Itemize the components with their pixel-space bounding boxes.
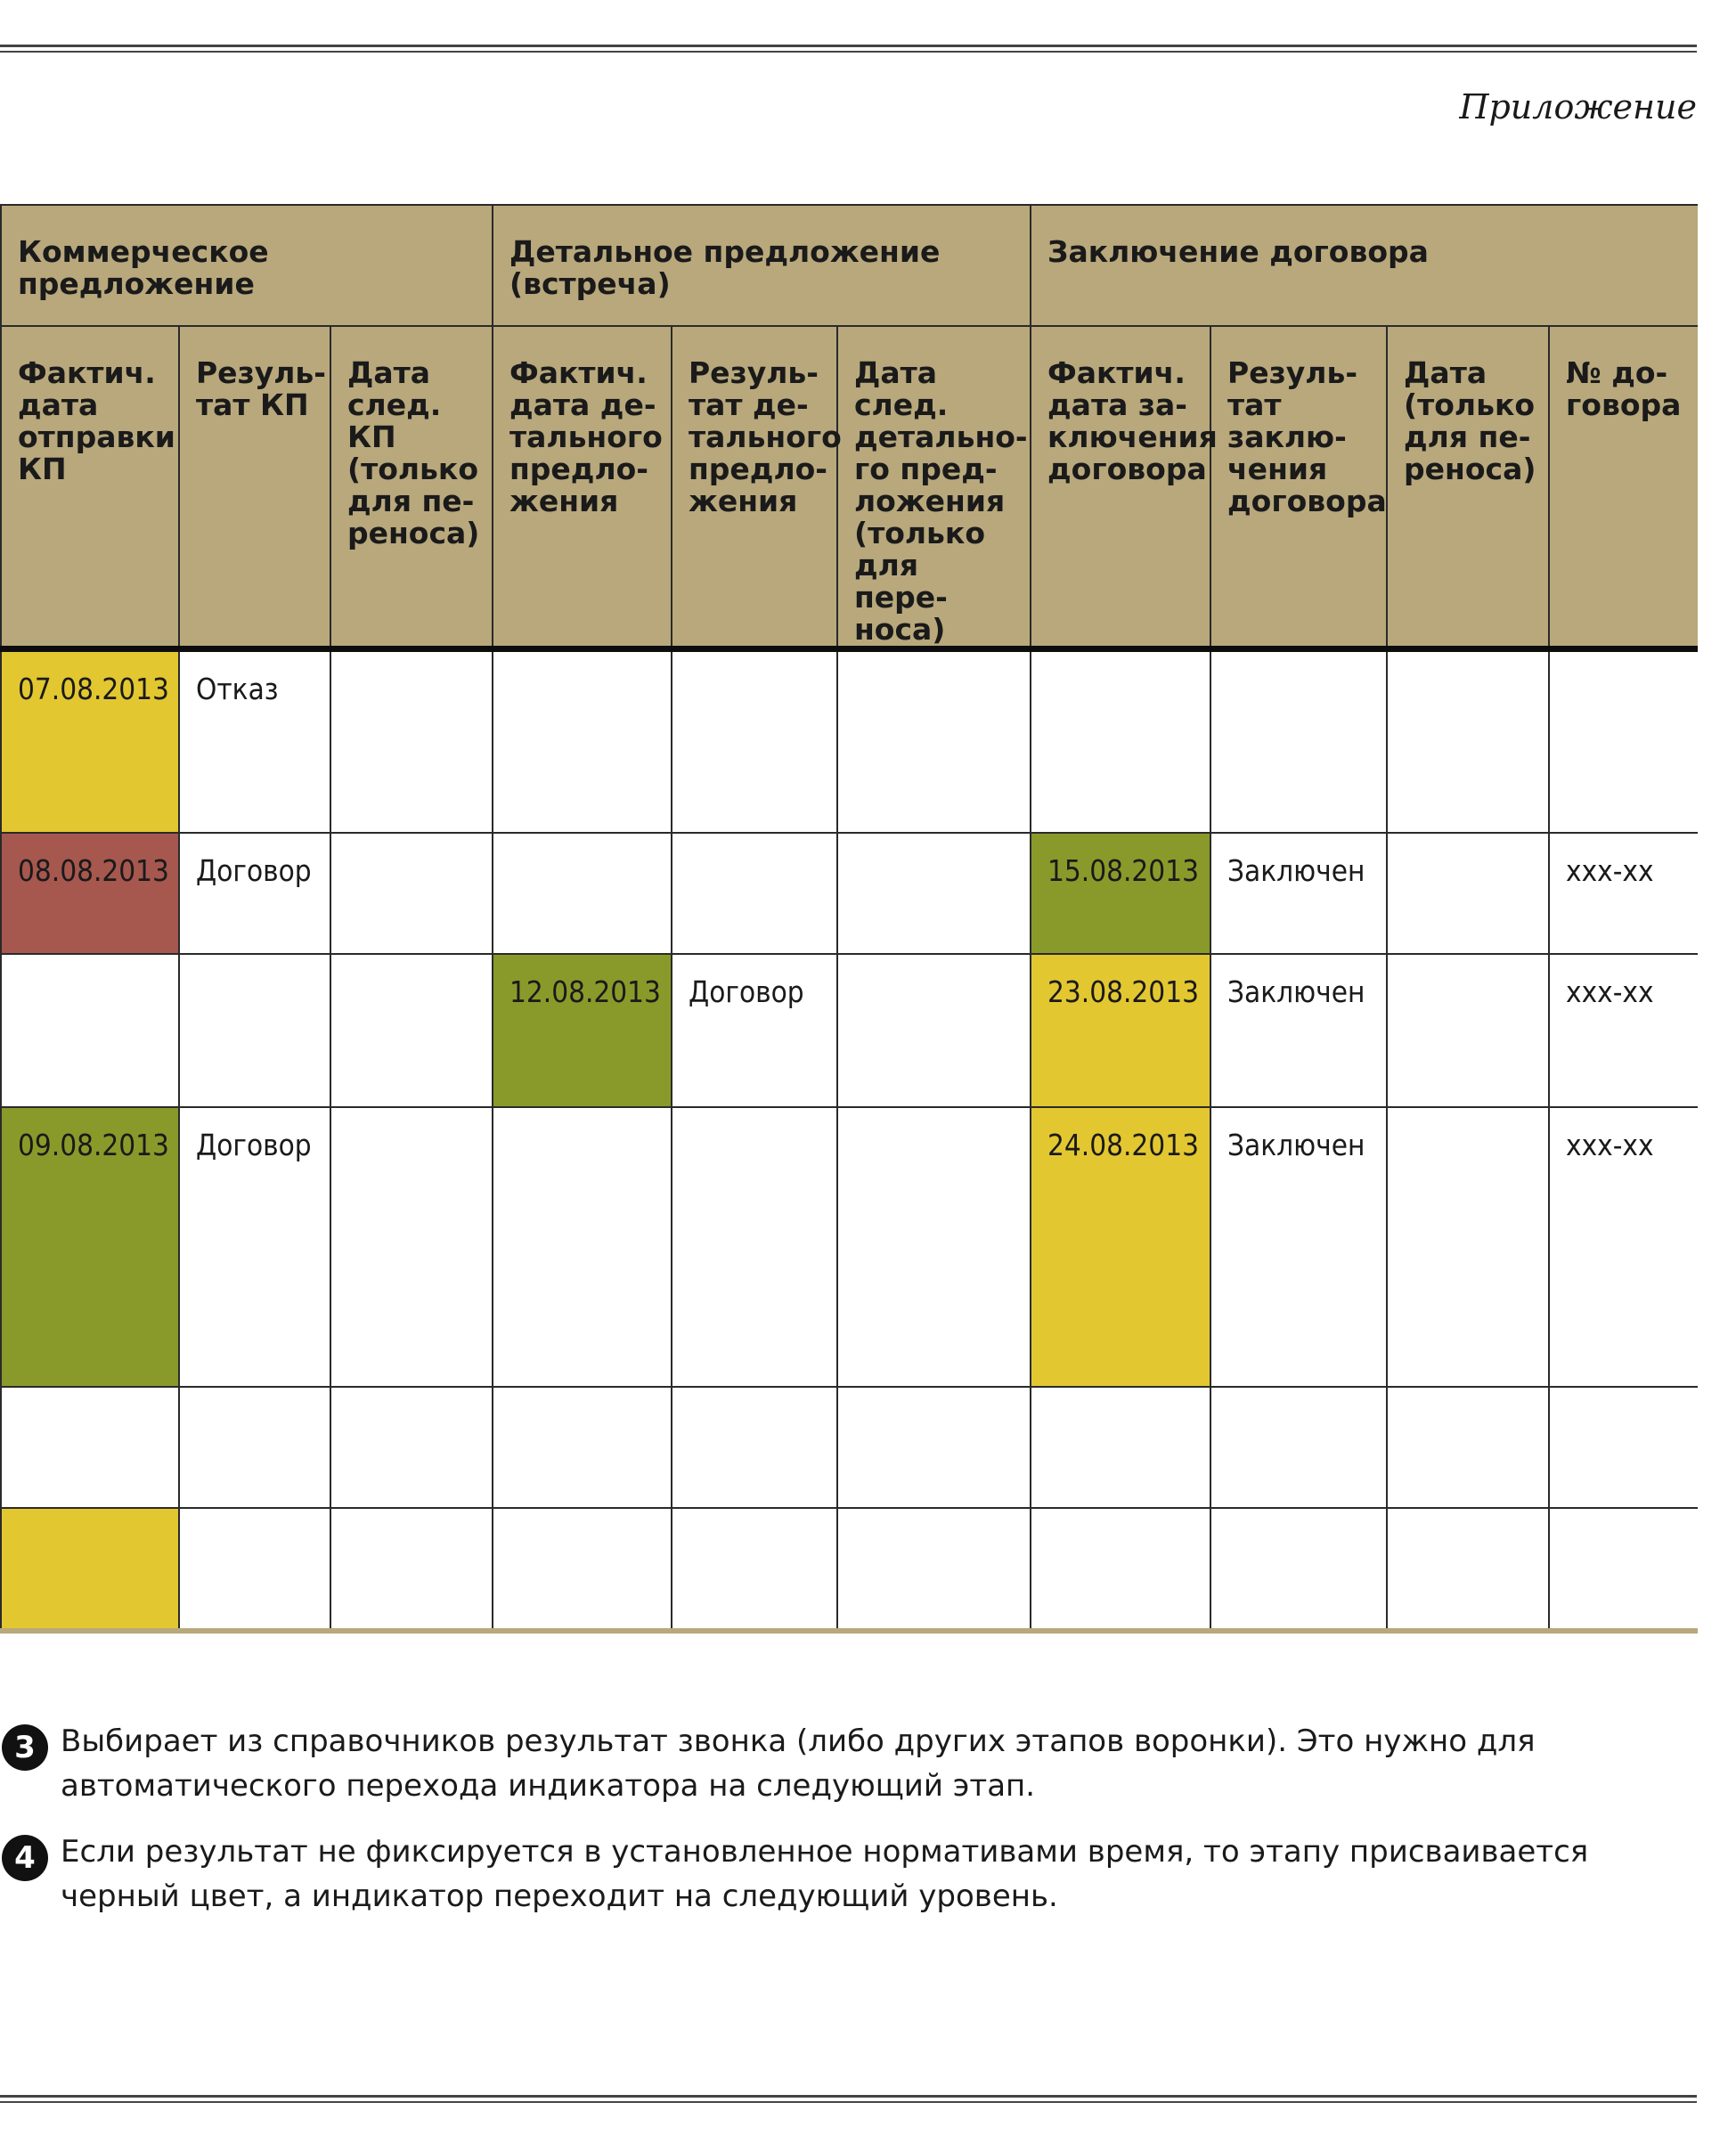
table-cell: Договор xyxy=(671,952,838,1108)
note-number-badge: 3 xyxy=(2,1724,48,1771)
table-cell: Заключен xyxy=(1210,1105,1389,1388)
table-row xyxy=(0,1506,1699,1634)
table-cell xyxy=(330,831,493,955)
column-header-row: Фактич. дата отправки КП Резуль-тат КП Д… xyxy=(0,325,1699,652)
table-cell: 24.08.2013 xyxy=(1030,1105,1212,1388)
table-cell xyxy=(1386,648,1551,834)
column-header: Дата след. детально-го пред-ложения (тол… xyxy=(835,325,1032,652)
group-header-commercial: Коммерческое предложение xyxy=(0,204,493,327)
table-cell xyxy=(1210,648,1389,834)
column-header: Фактич. дата отправки КП xyxy=(0,325,180,652)
table-cell: 09.08.2013 xyxy=(0,1105,180,1388)
table-cell xyxy=(671,1385,838,1509)
top-rule xyxy=(0,45,1697,53)
column-header: Фактич. дата де-тального предло-жения xyxy=(492,325,672,652)
table-cell xyxy=(330,952,493,1108)
table-cell xyxy=(671,1105,838,1388)
table-cell xyxy=(178,952,331,1108)
table-cell xyxy=(492,831,672,955)
table-cell xyxy=(330,648,493,834)
table-cell: ххх-хх xyxy=(1548,831,1699,955)
group-header-detailed: Детальное предложение (встреча) xyxy=(491,204,1032,327)
table-cell xyxy=(330,1385,493,1509)
table-cell xyxy=(1030,1506,1212,1634)
table-cell xyxy=(835,1105,1032,1388)
table-row: 12.08.2013 Договор 23.08.2013 Заключен ххх-х… xyxy=(0,952,1699,1108)
table-cell xyxy=(1548,1385,1699,1509)
table-cell xyxy=(0,952,180,1108)
table-cell xyxy=(1386,1105,1551,1388)
table-cell: 07.08.2013 xyxy=(0,648,180,834)
note-number-badge: 4 xyxy=(2,1835,48,1881)
table-cell xyxy=(0,1506,180,1634)
column-header: Резуль-тат заклю-чения договора xyxy=(1210,325,1389,652)
bottom-rule xyxy=(0,2095,1697,2103)
table-cell xyxy=(492,1385,672,1509)
table-cell xyxy=(1548,648,1699,834)
table-row: 08.08.2013 Договор 15.08.2013 Заключен ххх-х… xyxy=(0,831,1699,955)
table-cell: ххх-хх xyxy=(1548,1105,1699,1388)
table-cell: Заключен xyxy=(1210,831,1389,955)
table-cell xyxy=(671,648,838,834)
column-header: № до-говора xyxy=(1548,325,1699,652)
column-header: Резуль-тат де-тального предло-жения xyxy=(671,325,842,652)
note-text: Выбирает из справочников результат звонк… xyxy=(61,1723,1536,1804)
table-cell xyxy=(1386,1385,1551,1509)
table-cell: 15.08.2013 xyxy=(1030,831,1212,955)
table-cell xyxy=(178,1506,331,1634)
table-cell: 12.08.2013 xyxy=(492,952,672,1108)
table-cell xyxy=(492,1506,672,1634)
table-cell xyxy=(1386,1506,1551,1634)
table-cell xyxy=(1210,1506,1389,1634)
column-header: Дата след. КП (только для пе-реноса) xyxy=(330,325,493,652)
table-cell xyxy=(835,648,1032,834)
group-header-contract: Заключение договора xyxy=(1030,204,1699,327)
table-cell xyxy=(492,648,672,834)
table-cell: Заключен xyxy=(1210,952,1389,1108)
table-cell xyxy=(1548,1506,1699,1634)
table-row: 07.08.2013 Отказ xyxy=(0,648,1699,834)
table-body: 07.08.2013 Отказ 08.08.2013 Договор 15.08.20… xyxy=(0,648,1699,1634)
section-title: Приложение xyxy=(1459,87,1697,126)
table-cell xyxy=(835,1506,1032,1634)
table-cell: 08.08.2013 xyxy=(0,831,180,955)
table-cell: Отказ xyxy=(178,648,331,834)
table-cell xyxy=(671,1506,838,1634)
table-cell xyxy=(1030,648,1212,834)
table-cell: Договор xyxy=(178,1105,331,1388)
column-header: Дата (только для пе-реноса) xyxy=(1386,325,1551,652)
table-cell xyxy=(1210,1385,1389,1509)
table-cell: 23.08.2013 xyxy=(1030,952,1212,1108)
table-cell: ххх-хх xyxy=(1548,952,1699,1108)
table-row: 09.08.2013 Договор 24.08.2013 Заключен ххх-х… xyxy=(0,1105,1699,1388)
column-header: Фактич. дата за-ключения договора xyxy=(1030,325,1218,652)
table-cell xyxy=(1030,1385,1212,1509)
table-cell xyxy=(835,1385,1032,1509)
table-cell xyxy=(178,1385,331,1509)
table-cell xyxy=(671,831,838,955)
table-cell xyxy=(1386,952,1551,1108)
note-3: 3 Выбирает из справочников результат зво… xyxy=(0,1719,1697,1808)
group-header-row: Коммерческое предложение Детальное предл… xyxy=(0,204,1699,327)
table-cell xyxy=(330,1105,493,1388)
note-text: Если результат не фиксируется в установл… xyxy=(61,1834,1589,1914)
table-cell xyxy=(0,1385,180,1509)
funnel-table: Коммерческое предложение Детальное предл… xyxy=(0,204,1699,1634)
table-cell xyxy=(835,831,1032,955)
table-cell xyxy=(492,1105,672,1388)
table-cell xyxy=(330,1506,493,1634)
note-4: 4 Если результат не фиксируется в устано… xyxy=(0,1829,1697,1919)
table-cell: Договор xyxy=(178,831,331,955)
table-row xyxy=(0,1385,1699,1509)
table-cell xyxy=(835,952,1032,1108)
table-cell xyxy=(1386,831,1551,955)
column-header: Резуль-тат КП xyxy=(178,325,331,652)
